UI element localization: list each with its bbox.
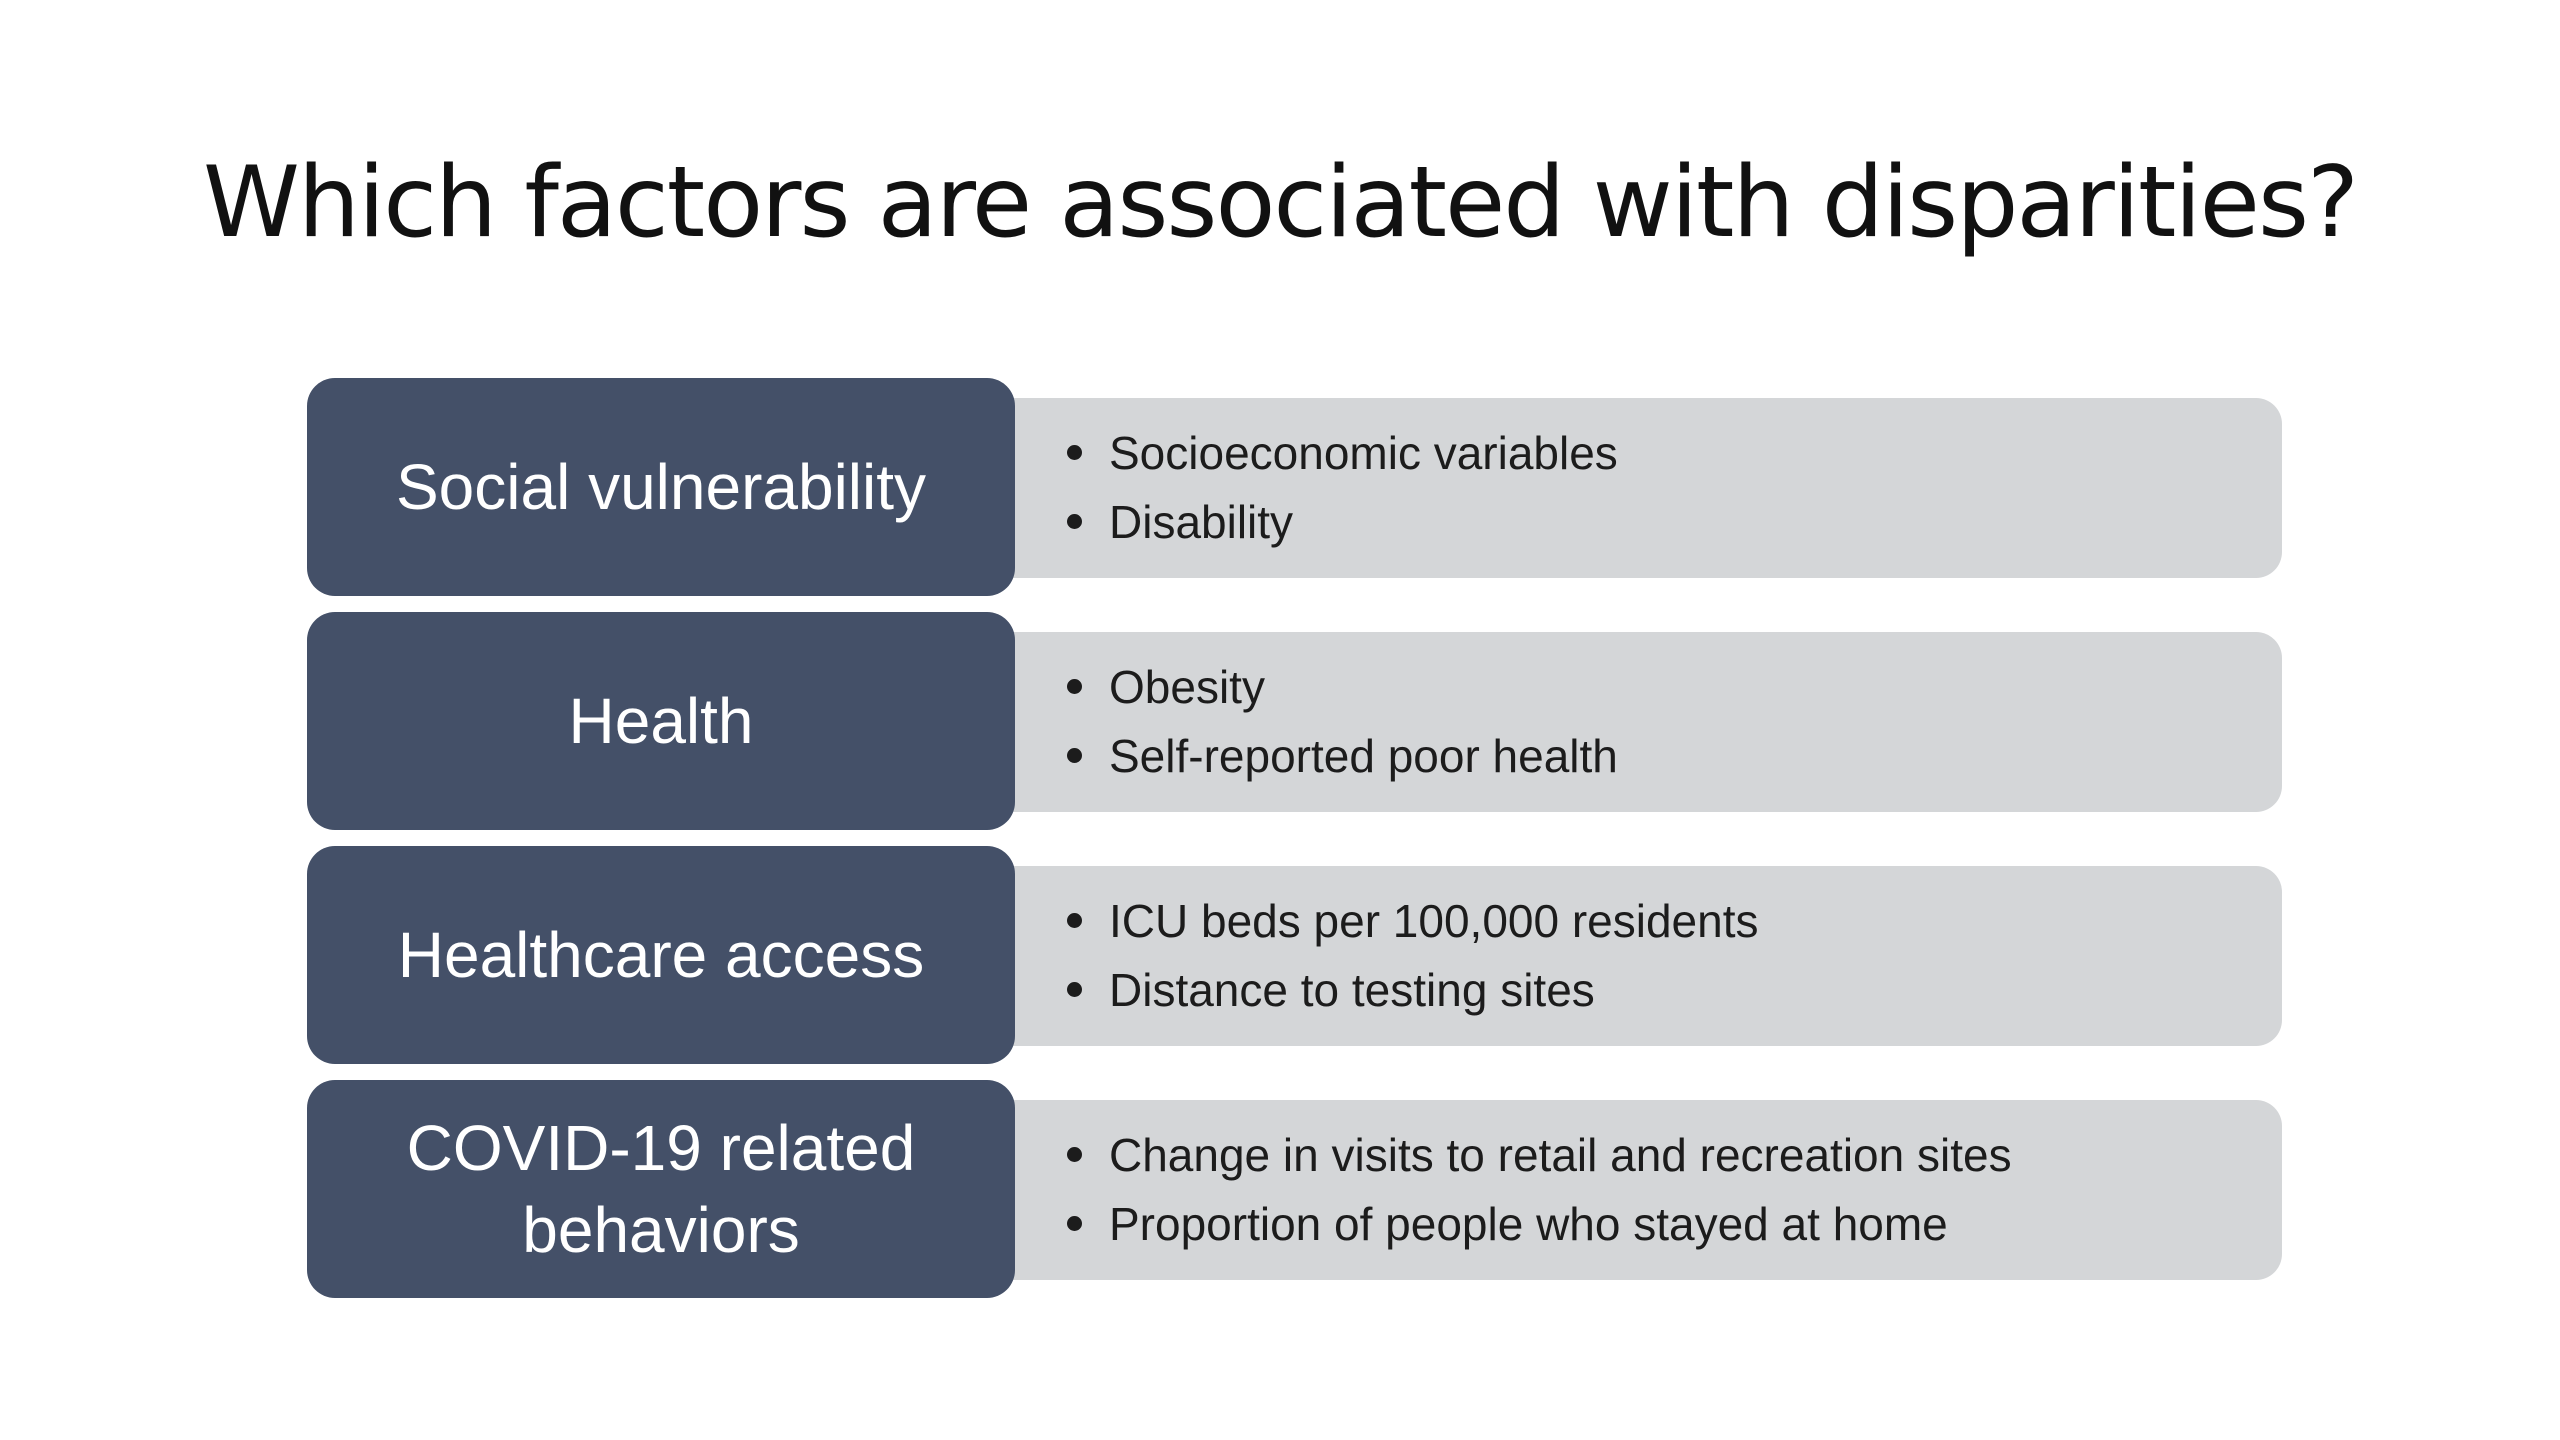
bullet-text: Obesity	[1109, 661, 1265, 713]
factor-row-health: Obesity Self-reported poor health Health	[307, 612, 2282, 830]
bullet-dot-icon	[1067, 1216, 1082, 1231]
factor-bullet-item: Socioeconomic variables	[1067, 419, 2282, 488]
factor-category-label: COVID-19 related behaviors	[406, 1112, 916, 1266]
factor-row-covid-behaviors: Change in visits to retail and recreatio…	[307, 1080, 2282, 1298]
slide-title: Which factors are associated with dispar…	[202, 146, 2359, 260]
factor-bullet-item: Disability	[1067, 488, 2282, 557]
bullet-text: Distance to testing sites	[1109, 964, 1595, 1016]
bullet-dot-icon	[1067, 1147, 1082, 1162]
bullet-text: Change in visits to retail and recreatio…	[1109, 1129, 2012, 1181]
factor-category-label: Healthcare access	[397, 919, 925, 991]
bullet-dot-icon	[1067, 679, 1082, 694]
factor-category-box: COVID-19 related behaviors	[307, 1080, 1015, 1298]
factor-details: Socioeconomic variables Disability	[987, 398, 2282, 578]
factor-bullet-item: Distance to testing sites	[1067, 956, 2282, 1025]
factor-category-label: Health	[568, 685, 754, 757]
factor-category-box: Social vulnerability	[307, 378, 1015, 596]
bullet-dot-icon	[1067, 445, 1082, 460]
factor-bullet-item: Proportion of people who stayed at home	[1067, 1190, 2282, 1259]
bullet-dot-icon	[1067, 748, 1082, 763]
factor-bullet-item: Obesity	[1067, 653, 2282, 722]
factor-category-box: Healthcare access	[307, 846, 1015, 1064]
bullet-text: ICU beds per 100,000 residents	[1109, 895, 1759, 947]
factor-details: ICU beds per 100,000 residents Distance …	[987, 866, 2282, 1046]
factor-category-label: Social vulnerability	[395, 451, 927, 523]
bullet-text: Self-reported poor health	[1109, 730, 1618, 782]
bullet-dot-icon	[1067, 913, 1082, 928]
factor-category-box: Health	[307, 612, 1015, 830]
factor-details: Change in visits to retail and recreatio…	[987, 1100, 2282, 1280]
bullet-text: Disability	[1109, 496, 1294, 548]
factor-list: Socioeconomic variables Disability Socia…	[307, 378, 2282, 1314]
bullet-text: Socioeconomic variables	[1109, 427, 1618, 479]
factor-bullet-item: Self-reported poor health	[1067, 722, 2282, 791]
factor-details: Obesity Self-reported poor health	[987, 632, 2282, 812]
factor-bullet-item: Change in visits to retail and recreatio…	[1067, 1121, 2282, 1190]
bullet-dot-icon	[1067, 982, 1082, 997]
factor-row-healthcare-access: ICU beds per 100,000 residents Distance …	[307, 846, 2282, 1064]
bullet-text: Proportion of people who stayed at home	[1109, 1198, 1948, 1250]
bullet-dot-icon	[1067, 514, 1082, 529]
factor-row-social-vulnerability: Socioeconomic variables Disability Socia…	[307, 378, 2282, 596]
factor-bullet-item: ICU beds per 100,000 residents	[1067, 887, 2282, 956]
